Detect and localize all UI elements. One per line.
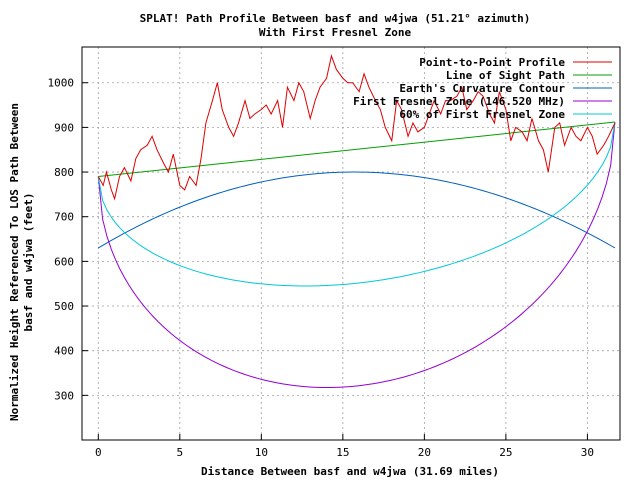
legend-label: 60% of First Fresnel Zone [399, 108, 565, 121]
axis-ticks: 0 5 10 15 20 25 30 300 400 500 600 700 800 900 1000 [48, 77, 595, 459]
x-tick-label: 10 [255, 446, 268, 459]
series-earth-s-curvature-contour [98, 171, 616, 249]
y-axis-label-line2: basf and w4jwa (feet) [22, 192, 35, 331]
legend-label: Line of Sight Path [446, 69, 565, 82]
y-tick-label: 700 [54, 211, 74, 224]
x-tick-label: 0 [95, 446, 102, 459]
legend-label: Point-to-Point Profile [419, 56, 565, 69]
series-first-fresnel-zone-146-520-mhz [97, 121, 616, 389]
y-tick-label: 900 [54, 121, 74, 134]
y-tick-label: 600 [54, 255, 74, 268]
legend-label: Earth's Curvature Contour [399, 82, 565, 95]
chart-subtitle: With First Fresnel Zone [259, 26, 412, 39]
legend-label: First Fresnel Zone (146.520 MHz) [353, 95, 565, 108]
series-group [97, 54, 616, 389]
y-tick-label: 1000 [48, 77, 75, 90]
series-point-to-point-profile [97, 54, 616, 201]
x-tick-label: 15 [336, 446, 349, 459]
chart-title: SPLAT! Path Profile Between basf and w4j… [140, 12, 531, 25]
y-tick-label: 400 [54, 345, 74, 358]
y-tick-label: 300 [54, 389, 74, 402]
x-tick-label: 25 [499, 446, 512, 459]
y-tick-label: 800 [54, 166, 74, 179]
x-tick-label: 20 [418, 446, 431, 459]
x-axis-label: Distance Between basf and w4jwa (31.69 m… [201, 465, 499, 478]
x-tick-label: 30 [581, 446, 594, 459]
grid [82, 47, 620, 440]
y-tick-label: 500 [54, 300, 74, 313]
plot-frame [81, 46, 621, 441]
series-60-of-first-fresnel-zone [97, 121, 616, 287]
x-tick-label: 5 [177, 446, 184, 459]
y-axis-label-line1: Normalized Height Referenced To LOS Path… [8, 103, 21, 421]
